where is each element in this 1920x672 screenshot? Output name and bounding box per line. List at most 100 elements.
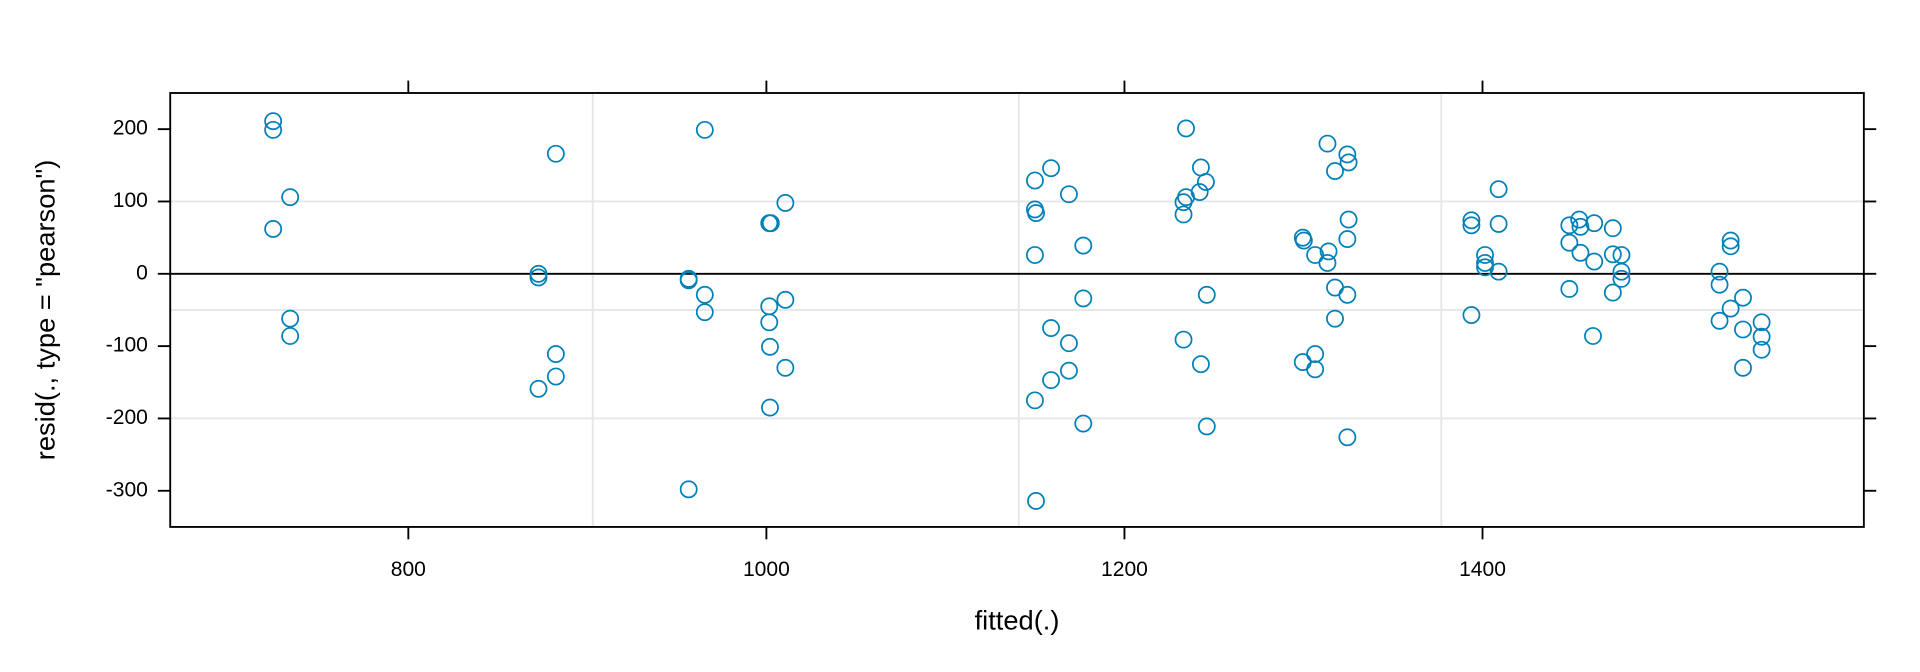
- point: [1752, 327, 1771, 346]
- y-tick-label: -100: [106, 334, 148, 357]
- y-tick-label: 200: [113, 117, 148, 140]
- point: [1721, 231, 1740, 250]
- point: [1191, 355, 1210, 374]
- point: [546, 367, 565, 386]
- point: [1571, 243, 1590, 262]
- point: [1338, 428, 1357, 447]
- point: [679, 480, 698, 499]
- point: [679, 271, 698, 290]
- point: [1293, 353, 1312, 371]
- point: [1174, 193, 1193, 212]
- point: [1326, 309, 1344, 328]
- point: [1339, 153, 1358, 172]
- point: [695, 303, 714, 322]
- point: [776, 290, 795, 309]
- point: [1294, 231, 1313, 250]
- point: [1721, 299, 1740, 318]
- point: [1042, 319, 1060, 337]
- point: [1489, 214, 1508, 233]
- point: [1603, 219, 1622, 238]
- point: [1585, 252, 1604, 271]
- point: [1462, 216, 1481, 235]
- point: [1560, 280, 1579, 298]
- point: [264, 112, 283, 131]
- point: [1603, 283, 1622, 302]
- point: [1060, 185, 1078, 204]
- point: [1042, 371, 1060, 390]
- point: [281, 327, 300, 345]
- point: [761, 337, 779, 356]
- point: [1197, 285, 1216, 304]
- point: [1584, 327, 1602, 345]
- point: [1174, 205, 1193, 224]
- point: [1710, 275, 1729, 294]
- point: [1462, 211, 1481, 230]
- x-tick-label: 1000: [743, 558, 790, 581]
- x-tick-label: 800: [391, 558, 426, 581]
- point: [1026, 171, 1044, 190]
- y-tick-label: 0: [136, 261, 148, 284]
- point: [1476, 246, 1494, 264]
- point: [1027, 204, 1045, 222]
- point: [1060, 361, 1078, 380]
- point: [1710, 311, 1729, 330]
- point: [281, 309, 300, 328]
- point: [1721, 237, 1740, 256]
- point: [760, 297, 779, 316]
- point: [1306, 345, 1325, 364]
- point: [281, 188, 300, 207]
- point: [1318, 134, 1337, 153]
- y-tick-label: 100: [113, 189, 148, 212]
- point: [1476, 254, 1494, 272]
- x-axis-label: fitted(.): [975, 605, 1060, 636]
- point: [1560, 216, 1579, 235]
- point: [1603, 245, 1622, 264]
- y-tick-label: -300: [106, 478, 148, 501]
- point: [1074, 289, 1093, 308]
- point: [1710, 262, 1729, 281]
- point: [546, 144, 565, 163]
- point: [529, 379, 548, 398]
- point: [1042, 159, 1060, 178]
- point: [1027, 491, 1045, 510]
- point: [1196, 173, 1215, 191]
- point: [1060, 334, 1078, 353]
- x-tick-label: 1400: [1459, 558, 1506, 581]
- point: [1489, 262, 1508, 281]
- point: [1489, 180, 1508, 199]
- point: [1734, 358, 1752, 377]
- point: [1326, 162, 1344, 181]
- plot-frame: [169, 92, 1865, 528]
- point: [1612, 269, 1631, 288]
- point: [1734, 320, 1752, 339]
- point: [1752, 313, 1771, 332]
- point: [695, 285, 714, 304]
- point: [1585, 214, 1604, 233]
- point: [264, 220, 283, 238]
- y-axis-label: resid(., type = "pearson"): [30, 160, 61, 460]
- point: [1612, 262, 1631, 281]
- y-tick-label: -200: [106, 406, 148, 429]
- point: [776, 358, 795, 377]
- point: [1306, 246, 1325, 264]
- point: [776, 193, 795, 212]
- point: [1306, 360, 1325, 379]
- point: [1462, 306, 1481, 324]
- point: [1174, 330, 1193, 349]
- x-tick-label: 1200: [1101, 558, 1148, 581]
- point: [695, 120, 714, 139]
- point: [761, 398, 779, 417]
- point: [1026, 246, 1044, 264]
- point: [264, 120, 283, 139]
- point: [760, 313, 779, 332]
- point: [1571, 217, 1590, 236]
- point: [1074, 236, 1093, 255]
- point: [1318, 254, 1337, 272]
- point: [1319, 242, 1338, 261]
- point: [761, 214, 780, 233]
- point: [1177, 119, 1195, 138]
- point: [1326, 278, 1344, 297]
- point: [1339, 210, 1358, 229]
- point: [529, 268, 548, 287]
